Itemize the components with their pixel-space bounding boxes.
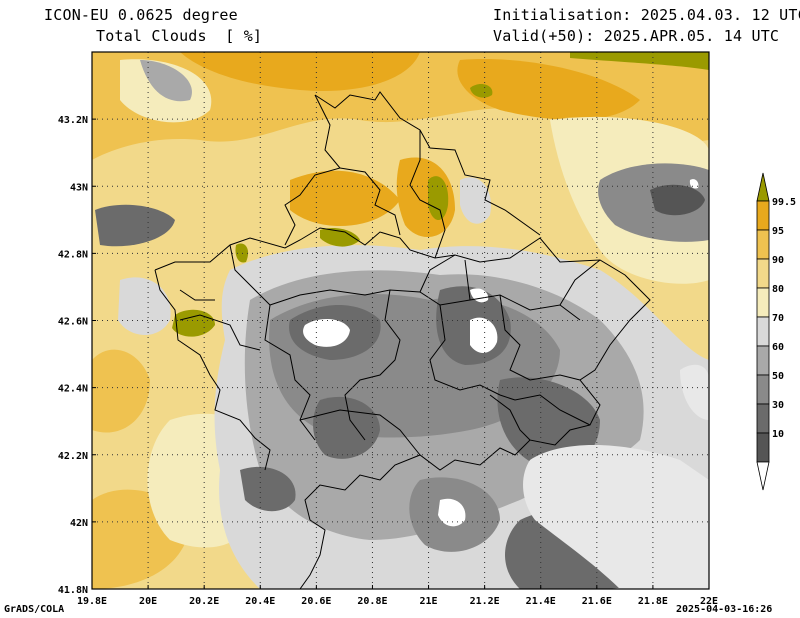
legend-label: 90 bbox=[772, 255, 784, 266]
longitude-labels: 19.8E 20E 20.2E 20.4E 20.6E 20.8E 21E 21.2E 21.4… bbox=[77, 585, 718, 607]
lon-tick-label: 20.2E bbox=[189, 596, 219, 607]
lon-tick-label: 20.6E bbox=[301, 596, 331, 607]
lat-tick-label: 42N bbox=[70, 518, 88, 529]
legend-label: 10 bbox=[772, 429, 784, 440]
software-credit: GrADS/COLA bbox=[4, 604, 65, 615]
legend-swatch bbox=[756, 200, 770, 231]
legend-top-triangle bbox=[756, 172, 770, 202]
valid-time: Valid(+50): 2025.APR.05. 14 UTC bbox=[493, 27, 780, 45]
initialisation-time: Initialisation: 2025.04.03. 12 UTC bbox=[493, 6, 800, 24]
lon-tick-label: 21.8E bbox=[638, 596, 668, 607]
legend-label: 60 bbox=[772, 342, 784, 353]
legend-swatch bbox=[756, 345, 770, 376]
lat-tick-label: 41.8N bbox=[58, 585, 88, 596]
legend-swatch bbox=[756, 287, 770, 318]
lat-tick-label: 42.2N bbox=[58, 451, 88, 462]
lon-tick-label: 21.4E bbox=[526, 596, 556, 607]
lon-tick-label: 22E bbox=[700, 596, 718, 607]
legend-label: 50 bbox=[772, 371, 784, 382]
lon-tick-label: 19.8E bbox=[77, 596, 107, 607]
legend-label: 95 bbox=[772, 226, 784, 237]
render-timestamp: 2025-04-03-16:26 bbox=[676, 604, 773, 615]
color-legend: 99.5 95 90 80 70 60 50 30 10 bbox=[756, 172, 796, 491]
legend-label: 99.5 bbox=[772, 197, 796, 208]
legend-swatch bbox=[756, 258, 770, 289]
admin-boundaries bbox=[154, 91, 651, 589]
legend-swatch bbox=[756, 403, 770, 434]
lat-tick-label: 42.4N bbox=[58, 384, 88, 395]
legend-label: 80 bbox=[772, 284, 784, 295]
lat-tick-label: 42.8N bbox=[58, 249, 88, 260]
legend-swatch bbox=[756, 432, 770, 463]
lon-tick-label: 21E bbox=[420, 596, 438, 607]
lon-tick-label: 20.8E bbox=[357, 596, 387, 607]
cloud-field bbox=[92, 52, 709, 589]
legend-swatch bbox=[756, 316, 770, 347]
lon-tick-label: 20E bbox=[139, 596, 157, 607]
lon-tick-label: 21.6E bbox=[582, 596, 612, 607]
model-title: ICON-EU 0.0625 degree bbox=[44, 6, 238, 24]
legend-swatch bbox=[756, 374, 770, 405]
variable-title: Total Clouds [ %] bbox=[96, 27, 263, 45]
lat-tick-label: 42.6N bbox=[58, 317, 88, 328]
legend-swatch bbox=[756, 229, 770, 260]
legend-bottom-triangle bbox=[756, 461, 770, 491]
legend-label: 70 bbox=[772, 313, 784, 324]
lat-tick-label: 43N bbox=[70, 182, 88, 193]
lon-tick-label: 20.4E bbox=[245, 596, 275, 607]
latitude-labels: 41.8N 42N 42.2N 42.4N 42.6N 42.8N 43N 43.2N bbox=[58, 115, 96, 596]
legend-label: 30 bbox=[772, 400, 784, 411]
lat-tick-label: 43.2N bbox=[58, 115, 88, 126]
lon-tick-label: 21.2E bbox=[470, 596, 500, 607]
